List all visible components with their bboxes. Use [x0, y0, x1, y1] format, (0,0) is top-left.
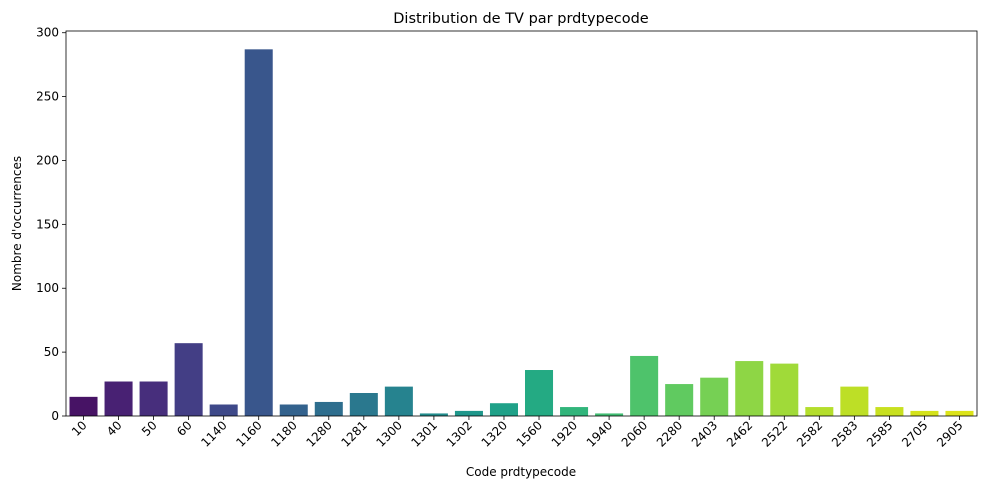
x-tick-label: 1560	[514, 418, 545, 449]
y-axis: 0 50 100 150 200 250 300	[36, 26, 66, 423]
y-tick-label: 100	[36, 281, 59, 295]
x-tick-label: 1140	[198, 418, 229, 449]
x-axis: 10 40 50 60 1140 1160 1180 1280 1281 1300 1301 1302…	[69, 416, 966, 450]
bar-1160	[244, 49, 273, 416]
x-tick-label: 1920	[549, 418, 580, 449]
x-tick-label: 2522	[759, 418, 790, 449]
y-tick-label: 150	[36, 217, 59, 231]
bar-2403	[700, 377, 729, 416]
x-tick-label: 10	[69, 418, 90, 439]
x-tick-label: 1301	[409, 418, 440, 449]
y-tick-label: 300	[36, 26, 59, 40]
x-tick-label: 2905	[934, 418, 965, 449]
bar-1280	[314, 401, 343, 416]
y-tick-label: 200	[36, 153, 59, 167]
x-tick-label: 1300	[373, 418, 404, 449]
y-tick-label: 50	[44, 345, 59, 359]
y-tick-label: 250	[36, 90, 59, 104]
bar-2582	[805, 407, 834, 416]
bar-1281	[349, 393, 378, 416]
x-axis-title: Code prdtypecode	[466, 465, 576, 479]
chart-title: Distribution de TV par prdtypecode	[393, 11, 649, 27]
bar-60	[174, 343, 203, 416]
bar-1920	[560, 407, 589, 416]
bar-50	[139, 381, 168, 416]
plot-frame	[65, 30, 978, 417]
x-tick-label: 1160	[233, 418, 264, 449]
bar-1940	[595, 413, 624, 416]
bar-40	[104, 381, 133, 416]
bar-1180	[279, 404, 308, 416]
y-tick-label: 0	[51, 409, 59, 423]
bar-2705	[910, 410, 939, 416]
x-tick-label: 2582	[794, 418, 825, 449]
bar-1560	[525, 370, 554, 416]
x-tick-label: 2705	[899, 418, 930, 449]
bar-2905	[945, 410, 974, 416]
bar-1302	[454, 410, 483, 416]
x-tick-label: 2585	[864, 418, 895, 449]
x-tick-label: 1281	[338, 418, 369, 449]
bar-2583	[840, 386, 869, 416]
x-tick-label: 1320	[479, 418, 510, 449]
x-tick-label: 2462	[724, 418, 755, 449]
bar-2585	[875, 407, 904, 416]
x-tick-label: 50	[139, 418, 160, 439]
x-tick-label: 1302	[444, 418, 475, 449]
x-tick-label: 60	[174, 418, 195, 439]
bar-2060	[630, 355, 659, 416]
x-tick-label: 1180	[268, 418, 299, 449]
bar-1320	[489, 403, 518, 416]
bars-group	[69, 49, 974, 416]
bar-1301	[419, 413, 448, 416]
bar-2522	[770, 363, 799, 416]
x-tick-label: 2060	[619, 418, 650, 449]
x-tick-label: 2583	[829, 418, 860, 449]
bar-1300	[384, 386, 413, 416]
x-tick-label: 2280	[654, 418, 685, 449]
bar-2462	[735, 361, 764, 416]
bar-2280	[665, 384, 694, 416]
bar-10	[69, 396, 98, 416]
x-tick-label: 1940	[584, 418, 615, 449]
x-tick-label: 40	[104, 418, 125, 439]
x-tick-label: 1280	[303, 418, 334, 449]
x-tick-label: 2403	[689, 418, 720, 449]
y-axis-title: Nombre d'occurrences	[10, 156, 24, 291]
bar-1140	[209, 404, 238, 416]
